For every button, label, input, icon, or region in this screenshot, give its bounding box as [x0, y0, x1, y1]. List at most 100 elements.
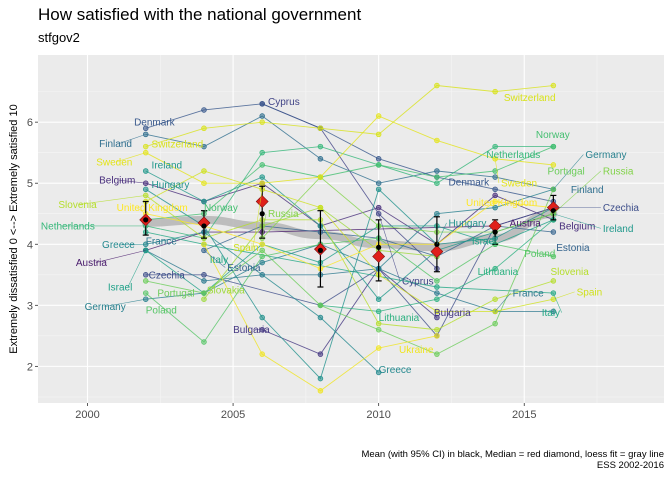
point-ukraine — [201, 241, 207, 248]
label-leader-line — [553, 291, 575, 300]
country-label: Sweden — [96, 157, 132, 168]
label-leader-line — [136, 207, 146, 214]
country-label: Germany — [85, 302, 126, 313]
series-line-russia — [261, 176, 554, 239]
label-leader-line — [104, 298, 146, 307]
point-belgium — [375, 204, 382, 211]
mean-point — [317, 247, 324, 253]
point-switzerland — [492, 88, 498, 95]
label-leader-line — [261, 213, 267, 239]
country-label: Denmark — [134, 118, 176, 129]
point-finland — [375, 180, 382, 186]
point-sweden — [434, 137, 440, 144]
point-spain — [201, 168, 207, 174]
point-portugal — [375, 326, 382, 333]
country-label: Hungary — [449, 218, 487, 229]
point-bulgaria — [317, 351, 324, 357]
country-label: Greece — [379, 365, 412, 376]
point-norway — [259, 162, 265, 168]
mean-point — [550, 208, 556, 214]
point-poland — [259, 253, 265, 260]
country-label: Norway — [204, 203, 238, 214]
point-czechia — [201, 272, 207, 278]
mean-point — [201, 223, 207, 229]
point-switzerland — [317, 125, 324, 132]
label-leader-line — [553, 213, 601, 229]
median-diamond — [430, 245, 444, 259]
country-label: Spain — [233, 243, 259, 254]
label-leader-line — [553, 154, 584, 190]
point-netherlands — [317, 143, 324, 150]
country-label: Lithuania — [478, 267, 519, 278]
country-label: Ireland — [152, 160, 183, 171]
country-label: Ireland — [603, 224, 634, 235]
point-germany — [259, 259, 265, 266]
point-france — [434, 290, 440, 296]
point-france — [550, 308, 557, 315]
x-tick-label: 2000 — [75, 409, 99, 421]
median-diamond — [372, 250, 386, 263]
panel-background — [38, 55, 664, 403]
label-leader-line — [436, 222, 447, 245]
point-netherlands — [434, 180, 440, 186]
country-label: Austria — [76, 258, 108, 269]
point-sweden — [201, 180, 207, 186]
series-line-belgium — [145, 182, 554, 245]
country-label: Portugal — [157, 289, 194, 300]
point-italy — [434, 284, 440, 290]
label-leader-line — [127, 250, 146, 288]
point-slovenia — [550, 278, 557, 284]
y-axis-title: Extremely dissatisfied 0 <--> Extremely … — [8, 104, 20, 353]
point-poland — [142, 290, 149, 296]
x-tick-label: 2010 — [366, 409, 390, 421]
country-label: Switzerland — [152, 140, 204, 151]
point-portugal — [317, 302, 324, 309]
country-label: Belgium — [99, 176, 135, 187]
point-hungary — [259, 314, 265, 321]
country-label: Netherlands — [41, 221, 95, 232]
point-ireland — [375, 296, 382, 302]
label-leader-line — [491, 240, 496, 245]
point-slovakia — [201, 296, 207, 302]
label-leader-line — [119, 134, 146, 144]
caption-line-1: Mean (with 95% CI) in black, Median = re… — [361, 449, 664, 460]
point-portugal — [201, 290, 207, 296]
point-denmark — [375, 156, 382, 162]
point-lithuania — [492, 265, 498, 272]
country-label: Poland — [524, 249, 555, 260]
series-line-switzerland — [145, 85, 554, 148]
point-netherlands — [492, 143, 498, 150]
point-ireland — [142, 168, 149, 174]
x-tick-label: 2005 — [221, 409, 245, 421]
country-label: Denmark — [449, 177, 491, 188]
label-leader-line — [553, 292, 562, 313]
country-label: Finland — [99, 139, 132, 150]
point-hungary — [375, 186, 382, 193]
country-label: France — [146, 237, 178, 248]
country-label: Slovakia — [207, 286, 245, 297]
country-label: Slovenia — [58, 200, 97, 211]
point-czechia — [142, 272, 149, 278]
country-label: Bulgaria — [233, 325, 270, 336]
median-diamond — [197, 216, 211, 230]
y-tick-label: 4 — [27, 239, 33, 251]
series-line-slovenia — [145, 195, 554, 331]
country-label: Bulgaria — [434, 308, 471, 319]
y-tick-label: 2 — [27, 361, 33, 373]
series-line-israel — [145, 219, 554, 294]
point-lithuania — [434, 296, 440, 302]
country-label: Czechia — [603, 203, 640, 214]
point-switzerland — [142, 143, 149, 150]
point-sweden — [550, 162, 557, 168]
x-tick-label: 2015 — [512, 409, 536, 421]
country-label: Estonia — [556, 243, 590, 254]
country-label: Estonia — [227, 263, 261, 274]
label-leader-line — [252, 189, 263, 248]
point-sweden — [142, 149, 149, 156]
point-netherlands — [259, 149, 265, 156]
series-line-denmark — [145, 103, 554, 202]
country-label: Portugal — [548, 167, 585, 178]
y-tick-label: 6 — [27, 117, 33, 129]
point-sweden — [317, 174, 324, 180]
